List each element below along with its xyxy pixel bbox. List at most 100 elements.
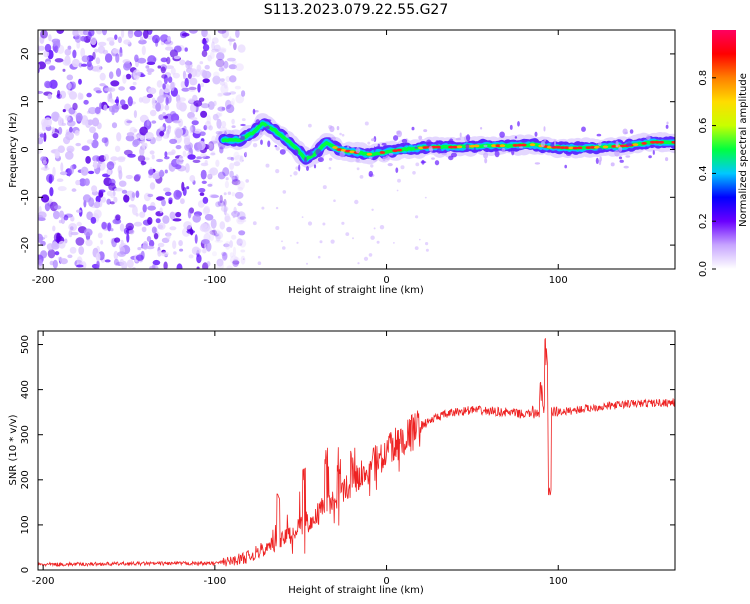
spectrogram-noise-blob: [168, 197, 173, 203]
spectrogram-noise-blob: [81, 55, 90, 63]
snr-plot-area: [38, 331, 675, 570]
spectrogram-ridge-peak: [435, 145, 441, 149]
spectrogram-noise-blob: [230, 157, 235, 161]
spectrogram-sidelobe: [610, 162, 615, 167]
spectrogram-sidelobe: [274, 145, 278, 148]
spectrogram-sidelobe: [387, 163, 393, 167]
spectrogram-sidelobe: [396, 130, 401, 135]
spectrogram-noise-blob: [228, 100, 234, 107]
spectrogram-noise-blob: [211, 135, 217, 146]
spectrogram-ridge-peak: [516, 143, 523, 147]
spectrogram-noise-blob: [47, 93, 52, 100]
spectrogram-noise-blob: [106, 198, 111, 205]
spectrogram-noise-blob: [137, 57, 147, 64]
spectrogram-noise-blob: [59, 171, 68, 176]
spectrogram-noise-blob: [160, 57, 168, 63]
spectrogram-noise-blob: [217, 200, 225, 207]
spectrogram-noise-blob: [178, 240, 183, 247]
spectrogram-sidelobe: [315, 144, 318, 149]
spectrogram-noise-blob: [179, 59, 186, 66]
spectrogram-noise-blob: [178, 155, 184, 161]
spectrogram-x-ticks: -200 -100 0 100: [32, 30, 568, 286]
spectrogram-noise-blob: [119, 223, 125, 232]
spectrogram-ridge-peak: [611, 145, 617, 148]
spectrogram-noise-blob: [151, 120, 157, 124]
spectrogram-noise-blob: [200, 169, 207, 180]
spectrogram-noise-blob: [164, 191, 172, 196]
spectrogram-noise-blob: [48, 34, 52, 42]
spectrogram-ridge-peak: [448, 145, 454, 149]
spectrogram-noise-blob: [222, 252, 228, 260]
spectrogram-noise-blob: [156, 196, 165, 201]
spectrogram-noise-blob: [158, 114, 165, 121]
spectrogram-noise-blob: [44, 43, 52, 53]
spectrogram-noise-blob: [75, 237, 85, 246]
spectrogram-noise-blob: [214, 229, 221, 236]
spectrogram-noise-blob: [223, 243, 230, 248]
spectrogram-ridge-peak: [559, 146, 566, 150]
spectrogram-noise-blob: [207, 101, 215, 110]
spectrogram-noise-blob: [376, 240, 380, 244]
spectrogram-ridge-peak: [632, 143, 639, 147]
spectrogram-sidelobe: [425, 139, 432, 147]
spectrogram-noise-blob: [93, 160, 98, 170]
spectrogram-noise-blob: [162, 215, 170, 224]
spectrogram-noise-blob: [202, 196, 209, 204]
spectrogram-noise-blob: [211, 41, 215, 50]
spectrogram-noise-blob: [86, 139, 94, 145]
spectrogram-noise-blob: [131, 192, 136, 198]
spectrogram-noise-blob: [70, 217, 75, 221]
spectrogram-noise-blob: [163, 74, 168, 85]
spectrogram-noise-blob: [186, 186, 190, 190]
spectrogram-ridge-peak: [521, 143, 527, 147]
spectrogram-noise-blob: [200, 153, 207, 158]
spectrogram-sidelobe: [494, 150, 500, 158]
spectrogram-sidelobe: [414, 146, 418, 149]
spectrogram-noise-blob: [76, 221, 82, 227]
spectrogram-noise-blob: [67, 168, 71, 177]
spectrogram-sidelobe: [436, 148, 442, 154]
spectrogram-noise-blob: [215, 201, 221, 208]
spectrogram-noise-blob: [235, 30, 240, 38]
spectrogram-noise-blob: [229, 252, 234, 258]
spectrogram-sidelobe: [368, 170, 373, 177]
spectrogram-noise-blob: [88, 107, 97, 115]
spectrogram-noise-blob: [99, 102, 103, 110]
spectrogram-noise-blob: [71, 58, 80, 68]
spectrogram-noise-blob: [106, 37, 115, 42]
spectrogram-noise-blob: [104, 53, 113, 63]
spectrogram-noise-blob: [219, 126, 227, 132]
spectrogram-noise-blob: [81, 145, 90, 151]
spectrogram-noise-blob: [76, 264, 84, 268]
spectrogram-noise-blob: [218, 48, 227, 54]
spectrogram-noise-blob: [156, 158, 164, 163]
spectrogram-noise-blob: [81, 63, 88, 67]
spectrogram-noise-blob: [224, 205, 226, 208]
spectrogram-noise-blob: [114, 187, 123, 192]
spectrogram-noise-blob: [169, 211, 176, 220]
spectrogram-noise-blob: [128, 204, 136, 208]
spectrogram-noise-blob: [127, 96, 133, 107]
spectrogram-noise-blob: [107, 169, 112, 175]
spectrogram-noise-blob: [147, 217, 153, 225]
spectrogram-noise-blob: [213, 100, 217, 107]
spectrogram-noise-blob: [115, 68, 122, 77]
spectrogram-noise-blob: [242, 159, 244, 162]
spectrogram-noise-blob: [221, 120, 227, 128]
spectrogram-noise-blob: [69, 164, 74, 175]
spectrogram-noise-blob: [65, 115, 71, 121]
spectrogram-noise-blob: [101, 137, 108, 144]
spectrogram-sidelobe: [411, 126, 415, 131]
spectrogram-sidelobe: [293, 149, 299, 156]
spectrogram-x-tick-label: -200: [32, 275, 55, 286]
spectrogram-noise-blob: [162, 133, 170, 139]
spectrogram-noise-blob: [110, 228, 114, 232]
spectrogram-sidelobe: [306, 166, 309, 171]
spectrogram-noise-blob: [109, 201, 115, 205]
spectrogram-sidelobe: [388, 153, 394, 156]
spectrogram-noise-blob: [116, 132, 122, 142]
spectrogram-noise-blob: [172, 218, 182, 222]
spectrogram-noise-blob: [341, 133, 345, 137]
spectrogram-noise-blob: [173, 251, 177, 255]
spectrogram-noise-blob: [54, 45, 59, 54]
